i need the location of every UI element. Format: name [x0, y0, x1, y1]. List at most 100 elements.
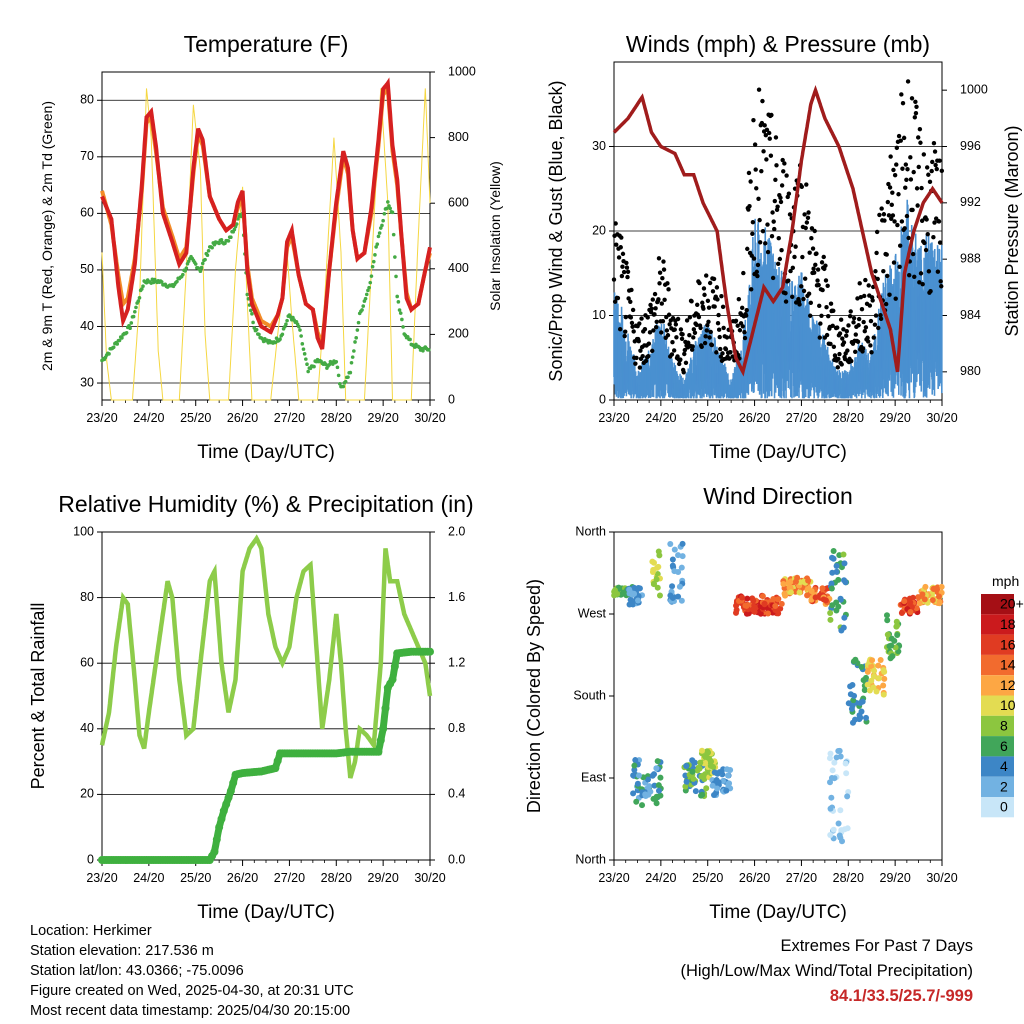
gust-point: [837, 351, 842, 357]
gust-point: [661, 267, 667, 272]
gust-point: [625, 269, 631, 274]
gust-point: [720, 351, 725, 356]
direction-point: [835, 747, 842, 754]
dewpoint-point: [395, 294, 400, 299]
direction-point: [860, 677, 867, 684]
direction-point: [837, 807, 844, 814]
y-tick-label: North: [575, 524, 606, 538]
gust-point: [751, 117, 756, 123]
dewpoint-point: [401, 325, 405, 329]
direction-point: [880, 682, 887, 689]
direction-point: [655, 563, 662, 570]
gust-point: [840, 336, 845, 341]
gust-point: [889, 216, 894, 222]
direction-point: [829, 554, 836, 561]
x-axis-label: Time (Day/UTC): [709, 442, 847, 463]
dewpoint-point: [382, 211, 387, 216]
gust-point: [815, 267, 821, 272]
gust-point: [769, 233, 775, 239]
gust-point: [786, 278, 791, 283]
dewpoint-point: [346, 375, 350, 379]
direction-point: [781, 590, 788, 597]
chart-title: Relative Humidity (%) & Precipitation (i…: [58, 491, 473, 517]
winds-panel: 0 10 20 30 980 984 988 992 996 1000 23/20 24/20 25/2…: [546, 31, 1022, 463]
gust-point: [818, 321, 823, 326]
x-tick-label: 30/20: [414, 411, 445, 425]
gust-point: [770, 275, 776, 281]
gust-point: [750, 219, 756, 225]
gust-point: [814, 251, 819, 256]
gust-point: [665, 281, 670, 286]
direction-point: [765, 610, 772, 617]
direction-point: [864, 668, 871, 675]
gust-point: [881, 212, 887, 217]
gust-point: [619, 235, 624, 240]
gust-point: [724, 335, 730, 340]
dewpoint-point: [302, 352, 307, 356]
gust-point: [639, 316, 644, 321]
gust-point: [775, 261, 781, 267]
gust-point: [930, 159, 935, 165]
dewpoint-point: [219, 238, 224, 242]
direction-point: [785, 579, 792, 586]
legend-swatch: [981, 736, 1014, 757]
direction-point: [820, 596, 827, 603]
gust-point: [666, 312, 672, 317]
direction-point: [827, 750, 834, 757]
legend-swatch: [981, 675, 1014, 696]
x-tick-label: 26/20: [739, 871, 770, 885]
gust-point: [767, 136, 772, 141]
direction-point: [812, 594, 819, 601]
gust-point: [697, 280, 702, 286]
direction-point: [877, 656, 884, 663]
dewpoint-point: [136, 299, 141, 303]
legend-label: 16: [1000, 636, 1016, 652]
gust-point: [810, 246, 816, 251]
direction-point: [819, 585, 826, 592]
dewpoint-point: [349, 361, 354, 365]
gust-point: [675, 316, 681, 322]
gust-point: [748, 287, 754, 292]
direction-point: [727, 766, 734, 773]
direction-point: [699, 791, 706, 798]
dewpoint-point: [115, 342, 120, 346]
y-axis-label: 2m & 9m T (Red, Orange) & 2m Td (Green): [39, 101, 55, 371]
gust-point: [809, 226, 815, 231]
x-axis-label: Time (Day/UTC): [197, 442, 335, 463]
gust-point: [745, 246, 750, 252]
gust-point: [691, 327, 697, 332]
y-tick-label: 40: [80, 319, 94, 333]
precip-point: [273, 756, 282, 765]
gust-point: [865, 335, 870, 340]
gust-point: [828, 341, 833, 347]
gust-point: [690, 344, 695, 349]
humidity-panel: 0 20 40 60 80 100 0.0 0.4 0.8 1.2 1.6 2.0 23/20 24/20…: [28, 491, 474, 923]
gust-point: [807, 250, 812, 255]
direction-point: [869, 657, 876, 664]
gust-point: [914, 186, 920, 191]
x-tick-label: 23/20: [598, 871, 629, 885]
x-tick-label: 24/20: [645, 871, 676, 885]
precip-point: [222, 800, 231, 809]
gust-point: [811, 270, 817, 275]
gust-point: [907, 272, 912, 278]
gust-point: [790, 294, 795, 299]
gust-point: [718, 346, 723, 352]
series-2m-temp: [100, 77, 432, 350]
gust-point: [830, 323, 835, 328]
gust-point: [900, 100, 906, 106]
dewpoint-point: [128, 326, 132, 330]
gust-point: [611, 277, 617, 282]
gust-point: [831, 308, 836, 313]
direction-point: [787, 589, 794, 596]
direction-point: [827, 616, 834, 623]
y2-tick-label: 800: [448, 130, 469, 144]
gust-point: [823, 278, 829, 283]
gust-point: [748, 179, 753, 184]
y2-tick-label: 600: [448, 195, 469, 209]
direction-point: [833, 754, 840, 761]
dewpoint-point: [297, 324, 301, 329]
precip-point: [210, 847, 219, 856]
gust-point: [875, 276, 880, 282]
